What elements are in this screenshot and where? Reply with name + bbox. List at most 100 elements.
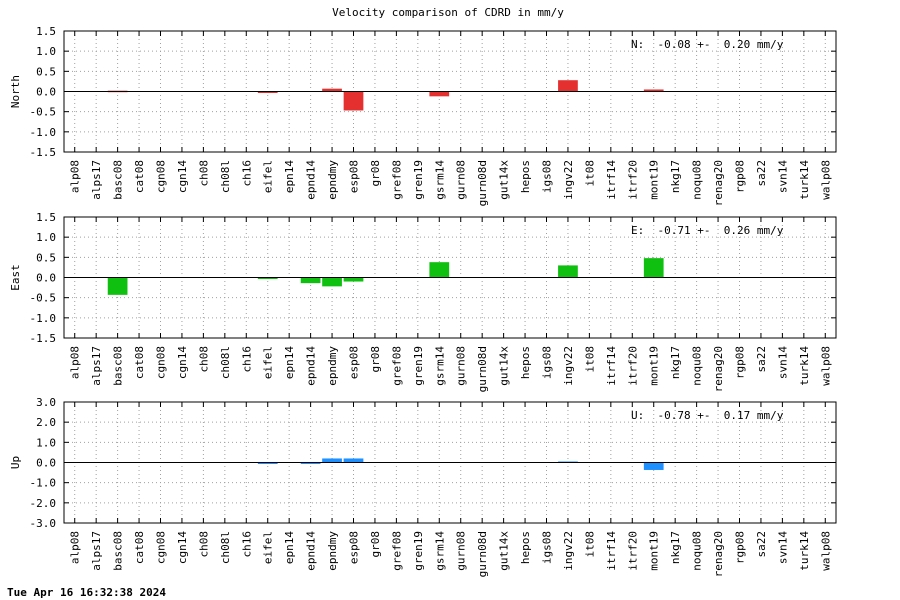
x-tick-label: esp08 [348,346,361,379]
north-panel: 1.5 1.0 0.5 0.0 -0.5 -1.0 -1.5 alp08 alps17 basc0… [9,25,837,206]
bar-gsrm14 [429,91,450,97]
x-tick-label: mont19 [648,346,661,386]
x-tick-label: cat08 [133,346,146,379]
x-tick-label: basc08 [112,531,125,571]
x-tick-label: alp08 [69,346,82,379]
x-tick-label: it08 [583,531,596,558]
bar-eifel [257,462,278,464]
y-tick-label: 1.5 [36,25,56,38]
y-tick-label: 0.0 [36,457,56,470]
x-tick-label: hepos [519,346,532,379]
up-panel: 3.0 2.0 1.0 0.0 -1.0 -2.0 -3.0 alp08 alps17 basc0… [9,396,837,577]
x-tick-label: gurn08d [476,160,489,206]
x-tick-label: itrf14 [605,160,618,200]
x-tick-label: noqu08 [691,160,704,200]
x-tick-label: rgp08 [734,160,747,193]
x-tick-label: gsrm14 [433,531,446,571]
x-tick-label: noqu08 [691,531,704,571]
x-tick-label: noqu08 [691,346,704,386]
summary-annotation: U: -0.78 +- 0.17 mm/y [631,409,784,422]
x-tick-label: gsrm14 [433,346,446,386]
x-tick-label: mont19 [648,531,661,571]
x-tick-label: renag20 [712,346,725,392]
y-tick-label: 3.0 [36,396,56,409]
summary-annotation: E: -0.71 +- 0.26 mm/y [631,224,784,237]
plot-frame [63,401,837,524]
x-tick-label: gr08 [369,531,382,558]
x-tick-label: cat08 [133,531,146,564]
x-tick-label: hepos [519,531,532,564]
x-tick-label: rgp08 [734,346,747,379]
x-tick-label: renag20 [712,531,725,577]
x-tick-label: epndmy [326,346,339,386]
x-tick-label: ch08 [197,160,210,187]
plot-frame [63,216,837,339]
x-tick-label: svn14 [776,160,789,193]
bar-ingv22 [558,265,578,278]
bar-ingv22 [558,80,578,92]
x-tick-label: it08 [583,346,596,373]
x-tick-label: sa22 [755,160,768,187]
x-tick-label: nkg17 [669,346,682,379]
y-tick-label: 0.5 [36,65,56,78]
x-tick-label: gut14x [498,160,511,200]
x-tick-label: gsrm14 [433,160,446,200]
x-tick-label: cgn14 [176,346,189,379]
x-tick-label: gurn08d [476,531,489,577]
y-tick-label: -0.5 [30,106,57,119]
x-tick-label: sa22 [755,531,768,558]
y-tick-label: -1.0 [30,312,57,325]
timestamp-footer: Tue Apr 16 16:32:38 2024 [7,586,166,599]
x-tick-label: gurn08 [455,531,468,571]
x-tick-label: gren19 [412,346,425,386]
y-tick-label: 0.0 [36,86,56,99]
x-tick-label: epnd14 [305,346,318,386]
x-tick-label: esp08 [348,160,361,193]
x-tick-label: eifel [262,531,275,564]
bar-mont19 [643,89,664,92]
x-tick-label: svn14 [776,531,789,564]
x-tick-label: cat08 [133,160,146,193]
x-tick-label: ch08l [219,346,232,379]
x-tick-label: itrf20 [626,346,639,386]
x-tick-label: itrf14 [605,531,618,571]
y-axis-label: North [9,75,22,108]
x-tick-label: nkg17 [669,531,682,564]
x-tick-label: cgn14 [176,160,189,193]
x-tick-label: ch08 [197,346,210,373]
x-tick-label: walp08 [819,531,832,571]
bar-mont19 [643,462,664,470]
x-tick-label: alps17 [90,346,103,386]
east-panel: 1.5 1.0 0.5 0.0 -0.5 -1.0 -1.5 alp08 alps17 basc0… [9,211,837,392]
y-tick-label: -3.0 [30,517,57,530]
x-tick-label: epndmy [326,531,339,571]
x-tick-label: basc08 [112,346,125,386]
bar-esp08 [343,277,364,282]
x-tick-label: ch16 [240,531,253,558]
x-tick-label: epn14 [283,160,296,193]
x-tick-label: gr08 [369,160,382,187]
x-tick-label: eifel [262,160,275,193]
y-axis-label: East [9,264,22,291]
bar-esp08 [343,458,364,463]
x-tick-label: sa22 [755,346,768,373]
x-tick-label: basc08 [112,160,125,200]
y-tick-label: -0.5 [30,292,57,305]
x-tick-label: hepos [519,160,532,193]
plot-frame [63,30,837,153]
x-tick-label: rgp08 [734,531,747,564]
x-tick-label: alps17 [90,160,103,200]
x-tick-label: cgn08 [155,346,168,379]
x-tick-label: ingv22 [562,531,575,571]
x-tick-label: epn14 [283,346,296,379]
x-tick-label: turk14 [798,160,811,200]
x-tick-label: alp08 [69,160,82,193]
bar-epnd14 [300,277,321,284]
bar-epndmy [322,277,342,287]
y-tick-label: -1.5 [30,332,57,345]
x-tick-label: gut14x [498,531,511,571]
bar-mont19 [643,258,664,278]
x-tick-label: walp08 [819,160,832,200]
x-tick-label: turk14 [798,531,811,571]
x-tick-label: igs08 [541,531,554,564]
